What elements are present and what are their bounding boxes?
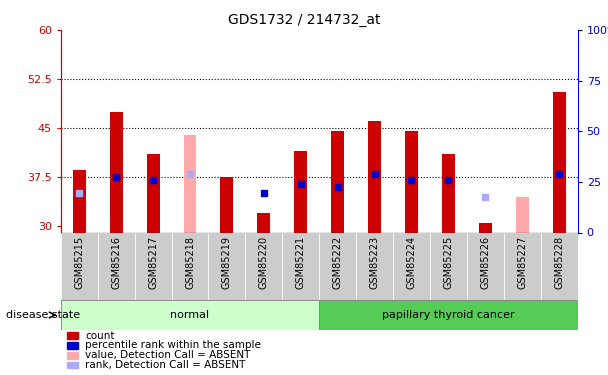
Bar	[553, 92, 565, 232]
Bar	[209, 232, 246, 300]
Text: GSM85228: GSM85228	[554, 236, 564, 289]
Text: GSM85223: GSM85223	[370, 236, 379, 289]
Bar	[356, 232, 393, 300]
Bar	[405, 131, 418, 232]
Bar	[257, 213, 271, 232]
Text: percentile rank within the sample: percentile rank within the sample	[85, 340, 261, 350]
Bar	[134, 232, 171, 300]
Text: count: count	[85, 331, 115, 340]
Text: GSM85225: GSM85225	[443, 236, 454, 289]
Text: GSM85219: GSM85219	[222, 236, 232, 289]
Bar	[147, 154, 159, 232]
Text: value, Detection Call = ABSENT: value, Detection Call = ABSENT	[85, 350, 250, 360]
Text: GSM85220: GSM85220	[259, 236, 269, 289]
Text: GSM85217: GSM85217	[148, 236, 158, 289]
Bar	[430, 232, 467, 300]
Text: GSM85221: GSM85221	[295, 236, 306, 289]
Bar	[504, 232, 541, 300]
Bar	[479, 223, 492, 232]
Bar	[109, 112, 123, 232]
Text: GSM85226: GSM85226	[480, 236, 490, 289]
Text: GSM85216: GSM85216	[111, 236, 121, 289]
Text: normal: normal	[170, 310, 210, 320]
Bar	[516, 196, 529, 232]
Bar	[319, 300, 578, 330]
Bar	[294, 151, 307, 232]
Text: GSM85224: GSM85224	[407, 236, 416, 289]
Bar	[319, 232, 356, 300]
Bar	[171, 232, 209, 300]
Bar	[331, 131, 344, 232]
Bar	[73, 171, 86, 232]
Bar	[61, 300, 319, 330]
Text: disease state: disease state	[6, 310, 80, 320]
Bar	[184, 135, 196, 232]
Bar	[442, 154, 455, 232]
Text: GDS1732 / 214732_at: GDS1732 / 214732_at	[228, 13, 380, 27]
Bar	[393, 232, 430, 300]
Text: GSM85218: GSM85218	[185, 236, 195, 289]
Bar	[221, 177, 233, 232]
Text: rank, Detection Call = ABSENT: rank, Detection Call = ABSENT	[85, 360, 246, 370]
Text: GSM85215: GSM85215	[74, 236, 85, 289]
Bar	[73, 172, 86, 232]
Text: GSM85227: GSM85227	[517, 236, 527, 289]
Text: GSM85222: GSM85222	[333, 236, 343, 289]
Text: papillary thyroid cancer: papillary thyroid cancer	[382, 310, 515, 320]
Bar	[282, 232, 319, 300]
Bar	[61, 232, 98, 300]
Bar	[541, 232, 578, 300]
Bar	[368, 122, 381, 232]
Bar	[246, 232, 282, 300]
Bar	[467, 232, 504, 300]
Bar	[98, 232, 134, 300]
